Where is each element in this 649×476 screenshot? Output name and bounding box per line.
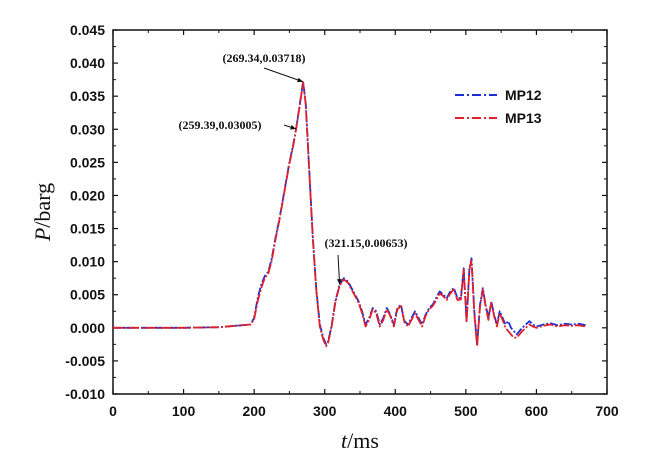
annotation-label: (321.15,0.00653) <box>325 236 408 250</box>
y-axis-title: P/barg <box>30 183 55 242</box>
y-tick-label: 0.010 <box>70 254 105 270</box>
x-tick-label: 100 <box>172 403 196 419</box>
plot-frame <box>112 29 608 395</box>
y-tick-label: 0.015 <box>70 221 105 237</box>
y-tick-label: 0.030 <box>70 121 105 137</box>
annotations-layer: (269.34,0.03718) (259.39,0.03005) (321.15,… <box>179 51 408 285</box>
y-tick-label: 0.035 <box>70 88 105 104</box>
annotation-label: (259.39,0.03005) <box>179 118 262 132</box>
x-tick-label: 300 <box>313 403 337 419</box>
annotation-leader <box>263 67 304 83</box>
series-layer <box>113 80 586 348</box>
legend-label-mp12: MP12 <box>505 87 542 103</box>
legend-label-mp13: MP13 <box>505 110 542 126</box>
annotation-arrowhead <box>297 77 304 83</box>
x-tick-label: 700 <box>595 403 619 419</box>
y-tick-label: 0.005 <box>70 287 105 303</box>
x-tick-label: 600 <box>525 403 549 419</box>
annotation-arrowhead <box>337 278 342 285</box>
y-axis-unit: /barg <box>30 183 55 228</box>
x-axis-title: t/ms <box>341 428 379 453</box>
annotation-label: (269.34,0.03718) <box>223 51 306 65</box>
y-tick-label: 0.020 <box>70 187 105 203</box>
series-line-mp13 <box>113 81 586 348</box>
y-axis-variable: P <box>30 228 55 242</box>
x-tick-label: 500 <box>454 403 478 419</box>
x-tick-label: 200 <box>242 403 266 419</box>
y-tick-label: -0.010 <box>65 386 105 402</box>
x-tick-label: 0 <box>109 403 117 419</box>
x-axis-unit: /ms <box>347 428 379 453</box>
y-tick-label: 0.000 <box>70 320 105 336</box>
annotation-arrowhead <box>290 125 297 130</box>
x-tick-label: 400 <box>384 403 408 419</box>
ticks-layer: 0 100 200 300 400 500 600 700 -0.010 -0.005 0.000 0… <box>65 22 619 419</box>
x-axis-variable: t <box>341 428 348 453</box>
y-tick-label: 0.040 <box>70 55 105 71</box>
y-tick-label: -0.005 <box>65 353 105 369</box>
y-tick-label: 0.025 <box>70 154 105 170</box>
y-tick-label: 0.045 <box>70 22 105 38</box>
legend: MP12 MP13 <box>455 87 542 126</box>
